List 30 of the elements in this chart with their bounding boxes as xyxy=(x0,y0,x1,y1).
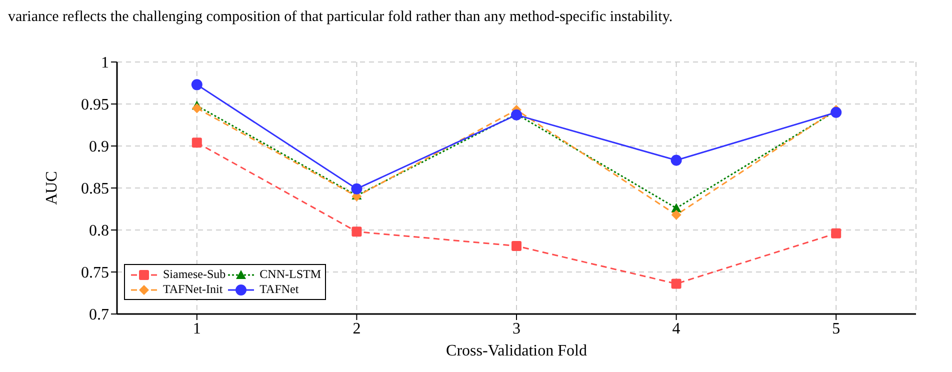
point xyxy=(830,106,842,118)
y-axis-title: AUC xyxy=(44,171,61,205)
text: variance reflects the challenging composition of that particular fold rather than any method-specific instability. xyxy=(8,8,674,27)
point xyxy=(671,278,682,289)
point xyxy=(192,138,202,148)
point xyxy=(670,154,682,166)
point xyxy=(512,240,522,251)
point xyxy=(351,183,362,194)
point xyxy=(192,103,202,114)
legend-label: Siamese-Sub xyxy=(163,267,226,282)
y-tick-label: 0.8 xyxy=(89,222,109,240)
y-tick-label: 1 xyxy=(101,54,109,72)
x-tick-label: 2 xyxy=(352,320,361,338)
point xyxy=(191,79,202,90)
legend-label: CNN-LSTM xyxy=(260,267,322,282)
point xyxy=(352,226,362,237)
x-tick-label: 1 xyxy=(192,320,201,338)
x-tick-label: 5 xyxy=(832,320,840,338)
y-tick-label: 0.85 xyxy=(81,180,109,198)
x-tick-label: 3 xyxy=(512,320,520,338)
legend-label: TAFNet xyxy=(260,282,299,297)
y-tick-label: 0.9 xyxy=(89,138,109,156)
y-tick-label: 0.95 xyxy=(81,96,109,114)
x-axis-title: Cross-Validation Fold xyxy=(446,342,587,360)
point xyxy=(831,228,842,238)
y-tick-label: 0.7 xyxy=(89,306,109,324)
point xyxy=(671,210,682,220)
legend-label: TAFNet-Init xyxy=(163,282,223,297)
y-tick-label: 0.75 xyxy=(81,264,109,282)
x-tick-label: 4 xyxy=(672,320,680,338)
